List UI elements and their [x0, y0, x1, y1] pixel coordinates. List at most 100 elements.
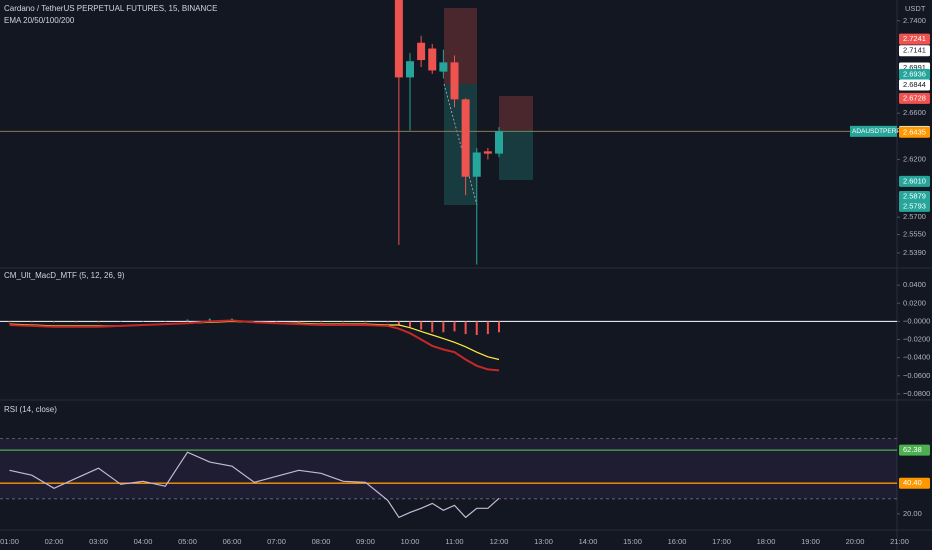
- x-tick-label: 01:00: [0, 537, 19, 546]
- x-tick-label: 15:00: [623, 537, 642, 546]
- histogram-bar: [75, 321, 78, 323]
- price-badge-label: 2.6844: [903, 80, 926, 89]
- y-tick-label: −0.0000: [903, 316, 930, 325]
- price-badge-label: 2.5793: [903, 201, 926, 210]
- y-tick-label: 2.6200: [903, 154, 926, 163]
- histogram-bar: [186, 319, 189, 322]
- price-badge-label: 62.38: [903, 445, 922, 454]
- histogram-bar: [397, 321, 400, 326]
- candle-body: [450, 62, 459, 100]
- x-tick-label: 08:00: [312, 537, 331, 546]
- x-tick-label: 14:00: [579, 537, 598, 546]
- indicator-title: CM_Ult_MacD_MTF (5, 12, 26, 9): [4, 271, 125, 280]
- histogram-bar: [164, 321, 167, 322]
- price-badge: [899, 190, 930, 202]
- x-tick-label: 05:00: [178, 537, 197, 546]
- price-badge: [899, 45, 930, 57]
- histogram-bar: [208, 318, 211, 322]
- histogram-bar: [364, 321, 367, 323]
- histogram-bar: [119, 321, 122, 322]
- histogram-bar: [464, 321, 467, 335]
- stop-zone: [444, 8, 477, 84]
- histogram-bar: [53, 321, 55, 323]
- price-badge: [899, 126, 930, 138]
- candle-body: [472, 152, 481, 177]
- y-tick-label: −0.0400: [903, 353, 930, 362]
- price-badge-label: 2.6435: [903, 127, 926, 136]
- histogram-bar: [431, 321, 434, 333]
- candle-body: [461, 99, 470, 177]
- y-tick-label: 2.7400: [903, 16, 926, 25]
- histogram-bar: [475, 321, 478, 335]
- indicator-title: EMA 20/50/100/200: [4, 16, 75, 25]
- histogram-bar: [386, 321, 389, 323]
- price-badge: [899, 444, 930, 456]
- x-tick-label: 20:00: [846, 537, 865, 546]
- histogram-bar: [8, 321, 11, 323]
- y-tick-label: 2.5390: [903, 248, 926, 257]
- x-tick-label: 03:00: [89, 537, 108, 546]
- candle-body: [495, 131, 503, 154]
- histogram-bar: [498, 321, 500, 333]
- y-tick-label: 2.5550: [903, 229, 926, 238]
- price-badge-label: 2.6991: [903, 63, 926, 72]
- x-tick-label: 07:00: [267, 537, 286, 546]
- histogram-bar: [320, 321, 322, 323]
- series-line: [9, 319, 500, 372]
- x-tick-label: 06:00: [223, 537, 242, 546]
- candle-body: [406, 61, 414, 78]
- histogram-bar: [342, 321, 345, 323]
- pane: [0, 0, 897, 265]
- y-tick-label: 2.6600: [903, 108, 926, 117]
- price-badge: [899, 68, 930, 80]
- x-tick-label: 13:00: [534, 537, 553, 546]
- x-tick-label: 04:00: [134, 537, 153, 546]
- symbol-badge: [850, 125, 897, 137]
- histogram-bar: [30, 321, 33, 323]
- stop-zone: [499, 96, 533, 130]
- indicator-title: RSI (14, close): [4, 405, 57, 414]
- y-tick-label: −0.0600: [903, 371, 930, 380]
- y-tick-label: 2.5700: [903, 212, 926, 221]
- pane: [0, 318, 897, 372]
- position-boxes: [443, 8, 533, 206]
- pane: [0, 438, 897, 519]
- rsi-band: [0, 438, 897, 499]
- price-badge: [899, 33, 930, 45]
- candle-body: [417, 42, 426, 61]
- x-tick-label: 09:00: [356, 537, 375, 546]
- y-tick-label: −0.0800: [903, 389, 930, 398]
- price-badge-label: 2.5879: [903, 191, 926, 200]
- trade-path: [443, 83, 478, 206]
- target-zone: [444, 84, 477, 205]
- series-line: [9, 451, 500, 519]
- price-badge-label: 40.40: [903, 478, 922, 487]
- y-tick-label: −0.0200: [903, 335, 930, 344]
- currency: USDT: [905, 4, 926, 13]
- candle-body: [394, 0, 403, 78]
- x-tick-label: 17:00: [712, 537, 731, 546]
- price-badge: [899, 92, 930, 104]
- histogram-bar: [142, 321, 144, 322]
- candle-body: [483, 151, 492, 154]
- price-badge: [899, 79, 930, 91]
- y-tick-label: 0.0200: [903, 298, 926, 307]
- histogram-bar: [275, 321, 278, 322]
- target-zone: [499, 130, 533, 180]
- histogram-bar: [442, 321, 445, 333]
- x-tick-label: 21:00: [890, 537, 909, 546]
- x-tick-label: 10:00: [401, 537, 420, 546]
- symbol-label: ADAUSDTPERP: [852, 128, 901, 135]
- histogram-bar: [486, 321, 489, 335]
- price-badge-label: 2.7241: [903, 34, 926, 43]
- price-badge-label: 2.6010: [903, 176, 926, 185]
- y-tick-label: 0.0400: [903, 280, 926, 289]
- price-badge: [899, 175, 930, 187]
- price-badge: [899, 200, 930, 212]
- histogram-bar: [420, 321, 423, 330]
- price-badge-label: 2.6728: [903, 93, 926, 102]
- candle-body: [439, 62, 448, 72]
- price-badge-label: 2.7141: [903, 46, 926, 55]
